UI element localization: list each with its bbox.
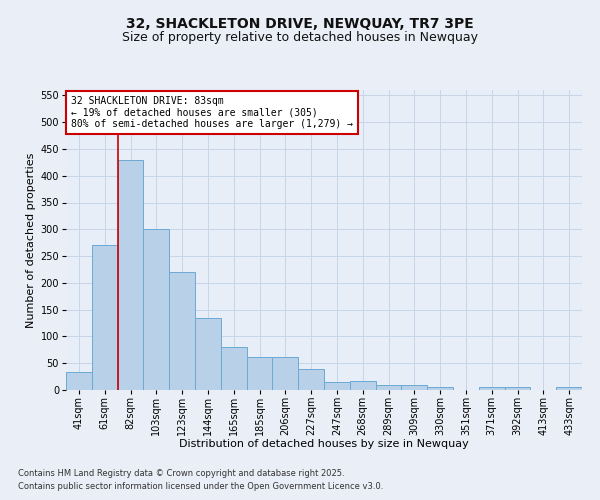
Bar xyxy=(195,318,221,390)
Bar xyxy=(401,384,427,390)
Bar xyxy=(376,384,401,390)
Text: Contains public sector information licensed under the Open Government Licence v3: Contains public sector information licen… xyxy=(18,482,383,491)
Bar xyxy=(505,388,530,390)
Y-axis label: Number of detached properties: Number of detached properties xyxy=(26,152,36,328)
Bar xyxy=(92,246,118,390)
Bar xyxy=(66,372,92,390)
Bar xyxy=(272,357,298,390)
Bar xyxy=(169,272,195,390)
Bar xyxy=(221,347,247,390)
Bar xyxy=(350,381,376,390)
X-axis label: Distribution of detached houses by size in Newquay: Distribution of detached houses by size … xyxy=(179,439,469,449)
Text: 32 SHACKLETON DRIVE: 83sqm
← 19% of detached houses are smaller (305)
80% of sem: 32 SHACKLETON DRIVE: 83sqm ← 19% of deta… xyxy=(71,96,353,129)
Text: Contains HM Land Registry data © Crown copyright and database right 2025.: Contains HM Land Registry data © Crown c… xyxy=(18,468,344,477)
Bar xyxy=(143,230,169,390)
Bar xyxy=(556,388,582,390)
Text: Size of property relative to detached houses in Newquay: Size of property relative to detached ho… xyxy=(122,31,478,44)
Bar xyxy=(427,388,453,390)
Bar xyxy=(324,382,350,390)
Bar xyxy=(479,388,505,390)
Text: 32, SHACKLETON DRIVE, NEWQUAY, TR7 3PE: 32, SHACKLETON DRIVE, NEWQUAY, TR7 3PE xyxy=(126,18,474,32)
Bar xyxy=(298,368,324,390)
Bar xyxy=(247,357,272,390)
Bar xyxy=(118,160,143,390)
